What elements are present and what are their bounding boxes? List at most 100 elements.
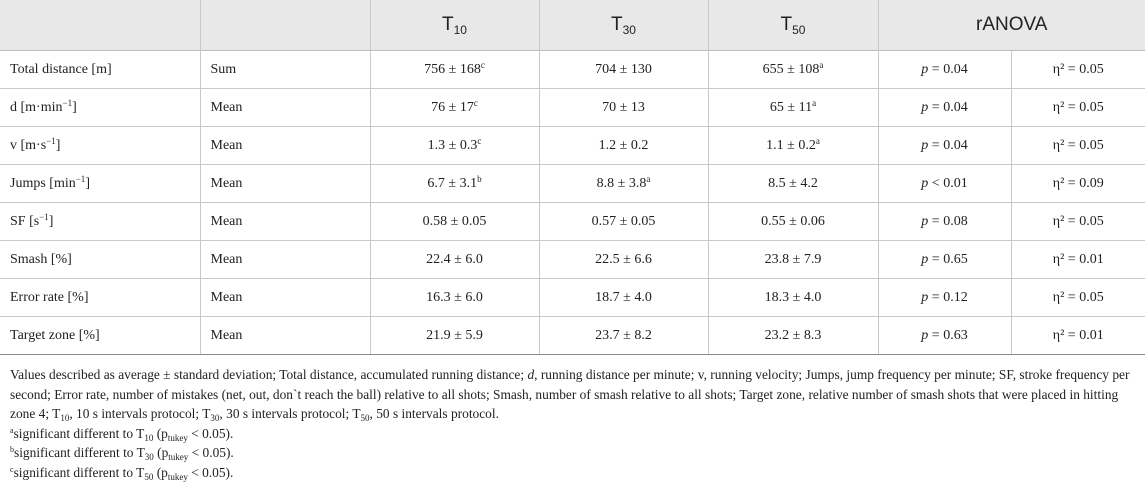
cell-eta: η² = 0.05: [1010, 202, 1145, 241]
cell-type: Mean: [199, 164, 370, 203]
notes-sub-10: 10: [60, 413, 70, 423]
footnote-sub: 10: [144, 432, 154, 443]
measure-post: ]: [85, 175, 90, 191]
cell-p-value: p = 0.65: [877, 240, 1011, 279]
measure-label: Jumps [min: [10, 175, 76, 191]
cell-t50: 0.55 ± 0.06: [707, 202, 878, 241]
t30-value: 1.2 ± 0.2: [598, 137, 649, 153]
footnote-p: (p: [153, 464, 168, 480]
cell-eta: η² = 0.05: [1010, 88, 1145, 127]
footnote-text: significant different to T: [13, 425, 145, 441]
measure-label: v [m·s: [10, 137, 47, 153]
footnote: csignificant different to T50 (ptukey < …: [10, 463, 1135, 483]
p-value: = 0.08: [928, 213, 968, 229]
cell-t50: 8.5 ± 4.2: [707, 164, 878, 203]
footnote-mark: c: [10, 464, 14, 474]
measure-label: Error rate [%]: [10, 289, 89, 305]
cell-p-value: p = 0.04: [877, 126, 1011, 165]
t30-value: 8.8 ± 3.8: [596, 175, 647, 191]
cell-t50: 65 ± 11a: [707, 88, 878, 127]
cell-eta: η² = 0.05: [1010, 50, 1145, 89]
t30-value: 23.7 ± 8.2: [595, 327, 652, 343]
p-label: p: [921, 175, 929, 191]
cell-t50: 18.3 ± 4.0: [707, 278, 878, 317]
cell-t10: 756 ± 168c: [369, 50, 539, 89]
measure-post: ]: [55, 137, 61, 153]
p-value: = 0.63: [928, 327, 968, 343]
footnote-mark: a: [10, 425, 14, 435]
cell-eta: η² = 0.01: [1010, 240, 1145, 279]
header-t10-sub: 10: [453, 23, 467, 37]
notes-text-2: , running distance per minute; v, runnin…: [10, 367, 1130, 421]
cell-p-value: p = 0.04: [877, 50, 1011, 89]
t10-value: 22.4 ± 6.0: [426, 251, 483, 267]
header-t10: T10: [369, 0, 539, 51]
p-value: = 0.04: [928, 99, 968, 115]
t30-value: 18.7 ± 4.0: [595, 289, 652, 305]
p-label: p: [921, 137, 929, 153]
measure-label: Target zone [%]: [10, 327, 100, 343]
cell-p-value: p < 0.01: [877, 164, 1011, 203]
cell-t30: 0.57 ± 0.05: [538, 202, 708, 241]
t10-value: 21.9 ± 5.9: [426, 327, 483, 343]
cell-t10: 22.4 ± 6.0: [369, 240, 539, 279]
notes-sub-50: 50: [360, 413, 370, 423]
notes-main: Values described as average ± standard d…: [10, 365, 1135, 424]
footnote-post: < 0.05).: [187, 464, 234, 480]
table-body: Total distance [m] Sum 756 ± 168c 704 ± 130…: [0, 50, 1145, 355]
notes-text-1: Values described as average ± standard d…: [10, 367, 528, 382]
header-t30: T30: [538, 0, 708, 51]
cell-t30: 23.7 ± 8.2: [538, 316, 708, 355]
cell-t50: 23.2 ± 8.3: [707, 316, 878, 355]
cell-eta: η² = 0.01: [1010, 316, 1145, 355]
t10-value: 1.3 ± 0.3: [427, 137, 478, 153]
footnote-mark: b: [10, 445, 14, 454]
table-row: Total distance [m] Sum 756 ± 168c 704 ± 130…: [0, 50, 1145, 89]
header-measure: [0, 0, 200, 51]
cell-measure: Error rate [%]: [0, 278, 200, 317]
table-row: Jumps [min−1] Mean 6.7 ± 3.1b 8.8 ± 3.8a 8.5…: [0, 164, 1145, 203]
cell-t30: 18.7 ± 4.0: [538, 278, 708, 317]
footnotes: asignificant different to T10 (ptukey < …: [10, 424, 1135, 483]
cell-t10: 6.7 ± 3.1b: [369, 164, 539, 203]
t10-value: 0.58 ± 0.05: [422, 213, 487, 229]
footnote: bsignificant different to T30 (ptukey < …: [10, 443, 1135, 463]
table-row: Error rate [%] Mean 16.3 ± 6.0 18.7 ± 4.0 18…: [0, 278, 1145, 317]
footnote-psub: tukey: [168, 452, 189, 462]
cell-t10: 1.3 ± 0.3c: [369, 126, 539, 165]
notes-sub-30: 30: [210, 413, 220, 423]
cell-t10: 21.9 ± 5.9: [369, 316, 539, 355]
cell-t10: 0.58 ± 0.05: [369, 202, 539, 241]
footnote: asignificant different to T10 (ptukey < …: [10, 424, 1135, 444]
t10-value: 16.3 ± 6.0: [426, 289, 483, 305]
cell-eta: η² = 0.09: [1010, 164, 1145, 203]
t10-sup: c: [477, 135, 482, 146]
header-type: [199, 0, 370, 51]
cell-t10: 16.3 ± 6.0: [369, 278, 539, 317]
t50-value: 0.55 ± 0.06: [761, 213, 825, 229]
t30-value: 704 ± 130: [595, 61, 652, 77]
measure-sup: −1: [62, 97, 73, 108]
p-value: = 0.04: [928, 137, 968, 153]
t50-value: 23.8 ± 7.9: [764, 251, 822, 267]
table-row: SF [s−1] Mean 0.58 ± 0.05 0.57 ± 0.05 0.55 ±…: [0, 202, 1145, 241]
p-label: p: [921, 251, 929, 267]
cell-type: Mean: [199, 126, 370, 165]
measure-sup: −1: [75, 173, 86, 184]
header-t30-base: T: [611, 14, 623, 35]
notes-text-3: , 10 s intervals protocol; T: [69, 406, 211, 421]
p-label: p: [921, 213, 929, 229]
table-row: Target zone [%] Mean 21.9 ± 5.9 23.7 ± 8.2 2…: [0, 316, 1145, 355]
p-value: = 0.04: [928, 61, 968, 77]
p-value: = 0.65: [928, 251, 968, 267]
cell-t50: 23.8 ± 7.9: [707, 240, 878, 279]
header-ranova: rANOVA: [877, 0, 1145, 51]
header-row: T10 T30 T50 rANOVA: [0, 0, 1145, 51]
t30-value: 70 ± 13: [602, 99, 645, 115]
cell-t50: 655 ± 108a: [707, 50, 878, 89]
cell-t30: 70 ± 13: [538, 88, 708, 127]
p-label: p: [921, 327, 929, 343]
footnote-post: < 0.05).: [187, 425, 234, 441]
cell-type: Mean: [199, 202, 370, 241]
table-row: Smash [%] Mean 22.4 ± 6.0 22.5 ± 6.6 23.8 ± …: [0, 240, 1145, 279]
